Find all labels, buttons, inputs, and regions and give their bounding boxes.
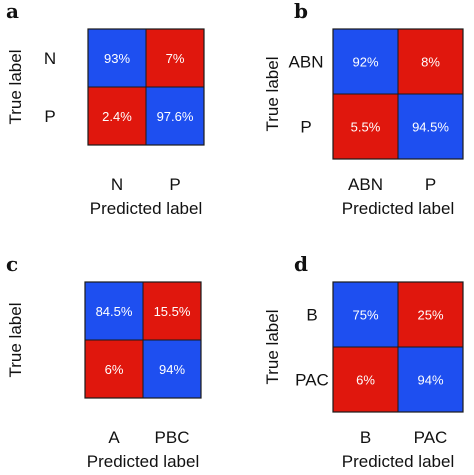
panel-b-cell-label-0-1: 8%	[421, 55, 440, 70]
panel-c-cell-label-0-0: 84.5%	[96, 304, 133, 319]
panel-b-matrix-border	[332, 28, 464, 160]
panel-b-xtick-0: ABN	[348, 175, 383, 194]
panel-b-xtick-1: P	[425, 175, 436, 194]
panel-a-xlabel: Predicted label	[90, 199, 202, 218]
panel-a-cell-label-1-1: 97.6%	[157, 109, 194, 124]
panel-b-cell-label-1-0: 5.5%	[351, 120, 381, 135]
panel-c-xtick-1: PBC	[155, 428, 190, 447]
panel-b-ytick-0: ABN	[289, 53, 324, 72]
panel-d-ytick-1: PAC	[295, 371, 329, 390]
panel-c-cell-label-1-1: 94%	[159, 362, 185, 377]
panel-c-cell-label-1-0: 6%	[105, 362, 124, 377]
panel-c-cell-label-0-1: 15.5%	[154, 304, 191, 319]
panel-b-ylabel: True label	[263, 57, 282, 132]
panel-c-xtick-0: A	[108, 428, 120, 447]
panel-b-cell-label-1-1: 94.5%	[412, 120, 449, 135]
panel-b-xlabel: Predicted label	[342, 199, 454, 218]
panel-a-cell-0-0	[87, 28, 147, 88]
panel-a-cell-0-1	[145, 28, 205, 88]
panel-b-cell-label-0-0: 92%	[352, 55, 378, 70]
panel-d-ylabel: True label	[263, 310, 282, 385]
panel-b-cell-0-1	[397, 28, 464, 95]
panel-d-cell-label-0-1: 25%	[417, 308, 443, 323]
panel-a-ylabel: True label	[6, 50, 25, 125]
panel-b-cell-1-1	[397, 93, 464, 160]
panel-a-cell-label-1-0: 2.4%	[102, 109, 132, 124]
panel-d-letter: d	[294, 252, 308, 276]
panel-a-ytick-0: N	[44, 49, 56, 68]
panel-d-ytick-0: B	[306, 306, 317, 325]
panel-a-xtick-0: N	[111, 175, 123, 194]
panel-d-matrix-border	[332, 281, 464, 413]
panel-a-cell-1-0	[87, 86, 147, 146]
panel-c-matrix-border	[84, 281, 202, 399]
panel-d-cell-label-0-0: 75%	[352, 308, 378, 323]
panel-a-cell-label-0-1: 7%	[166, 51, 185, 66]
panel-c-xlabel: Predicted label	[87, 452, 199, 471]
panel-d-xtick-0: B	[360, 428, 371, 447]
panel-b-ytick-1: P	[300, 118, 311, 137]
panel-c-ylabel: True label	[6, 303, 25, 378]
panel-c-letter: c	[6, 252, 18, 276]
panel-d-cell-label-1-1: 94%	[417, 373, 443, 388]
panel-d-xlabel: Predicted label	[342, 452, 454, 471]
panel-a-letter: a	[6, 0, 19, 23]
panel-a-xtick-1: P	[169, 175, 180, 194]
panel-b-letter: b	[294, 0, 308, 23]
panel-c-cell-1-1	[142, 339, 202, 399]
panel-d-xtick-1: PAC	[414, 428, 448, 447]
panel-d-cell-label-1-0: 6%	[356, 373, 375, 388]
panel-a-cell-label-0-0: 93%	[104, 51, 130, 66]
panel-a-matrix-border	[87, 28, 205, 146]
panel-a-ytick-1: P	[44, 107, 55, 126]
